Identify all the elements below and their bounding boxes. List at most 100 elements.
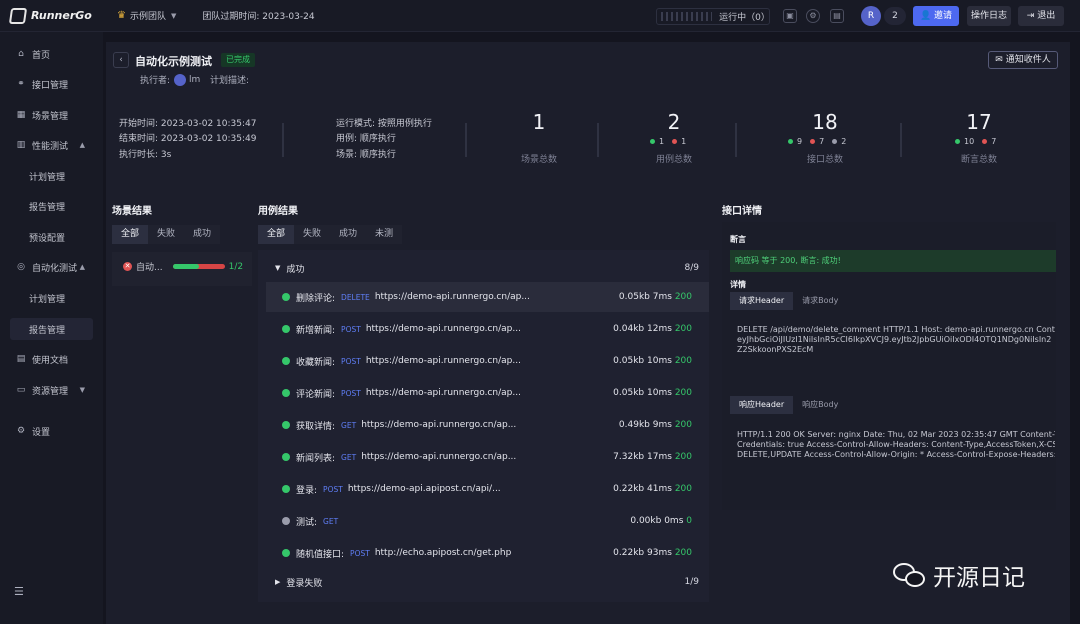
- success-dot: [650, 139, 655, 144]
- logout-button[interactable]: ⇥ 退出: [1018, 6, 1064, 26]
- sidebar-item-api[interactable]: ⚭ 接口管理: [10, 73, 93, 95]
- case-row[interactable]: 评论新闻: POST https://demo-api.runnergo.cn/ap…: [266, 378, 709, 408]
- screen-icon[interactable]: ▣: [783, 9, 797, 23]
- sidebar-item-auto-report[interactable]: 报告管理: [10, 318, 93, 340]
- tab-success[interactable]: 成功: [193, 229, 212, 239]
- tab-untested[interactable]: 未测: [375, 229, 394, 239]
- tab-all[interactable]: 全部: [112, 225, 149, 244]
- message-icon[interactable]: ▤: [830, 9, 844, 23]
- app-logo[interactable]: RunnerGo: [8, 7, 105, 24]
- avatar[interactable]: R: [861, 6, 881, 26]
- sidebar-item-perf-report[interactable]: 报告管理: [10, 195, 93, 217]
- invite-button[interactable]: 👤 邀请: [913, 6, 959, 26]
- assert-total-breakdown: 10 7: [955, 137, 996, 146]
- sidebar-item-automation[interactable]: ◎ 自动化测试 ▲: [10, 256, 93, 278]
- status-code: 200: [674, 388, 692, 398]
- detail-label: 详情: [730, 280, 746, 289]
- running-status[interactable]: 运行中（0）: [656, 8, 770, 25]
- executor-name: lm: [189, 74, 201, 85]
- sidebar-item-label: 报告管理: [29, 202, 66, 213]
- sidebar-item-settings[interactable]: ⚙ 设置: [10, 420, 93, 442]
- response-tabs: 响应Header 响应Body: [730, 396, 847, 414]
- case-group-login-fail[interactable]: ▶ 登录失败 1/9: [266, 573, 709, 591]
- running-text: 运行中（0）: [719, 13, 770, 23]
- sidebar-item-scene[interactable]: ▦ 场景管理: [10, 104, 93, 126]
- sidebar-item-home[interactable]: ⌂ 首页: [10, 43, 93, 65]
- case-row[interactable]: 登录: POST https://demo-api.apipost.cn/api/.…: [266, 474, 709, 504]
- case-url: https://demo-api.runnergo.cn/ap...: [365, 388, 521, 398]
- case-mode: 用例: 顺序执行: [336, 134, 396, 144]
- plan-description-label: 计划描述:: [210, 76, 250, 86]
- team-selector[interactable]: ♛ 示例团队 ▼: [117, 9, 176, 22]
- tab-request-body[interactable]: 请求Body: [802, 296, 839, 305]
- http-method: GET: [341, 452, 357, 462]
- tab-success[interactable]: 成功: [339, 229, 358, 239]
- doc-icon: ▤: [16, 354, 26, 364]
- sidebar-item-preset[interactable]: 预设配置: [10, 226, 93, 248]
- tab-request-header[interactable]: 请求Header: [730, 292, 794, 310]
- case-row[interactable]: 新闻列表: GET https://demo-api.runnergo.cn/ap.…: [266, 442, 709, 472]
- sidebar-item-label: 计划管理: [29, 172, 66, 183]
- case-row[interactable]: 新增新闻: POST https://demo-api.runnergo.cn/ap…: [266, 314, 709, 344]
- code-line: Z2SkkoonPXS2EcM: [737, 345, 814, 354]
- success-count-value: 10: [964, 137, 975, 146]
- api-detail-title: 接口详情: [722, 206, 762, 217]
- tab-failed[interactable]: 失败: [303, 229, 322, 239]
- success-icon: [282, 357, 290, 365]
- case-meta: 0.05kb 10ms 200: [613, 356, 692, 366]
- sidebar-item-docs[interactable]: ▤ 使用文档: [10, 348, 93, 370]
- settings-icon[interactable]: ⚙: [806, 9, 820, 23]
- status-code: 200: [674, 292, 692, 302]
- user-count-badge[interactable]: 2: [884, 7, 906, 25]
- case-row[interactable]: 随机值接口: POST http://echo.apipost.cn/get.php…: [266, 538, 709, 568]
- notify-recipients-button[interactable]: ✉ 通知收件人: [988, 51, 1058, 69]
- scene-item[interactable]: ✕ 自动... 1/2: [123, 260, 243, 273]
- sidebar-item-performance[interactable]: ▥ 性能测试 ▲: [10, 134, 93, 156]
- success-icon: [282, 389, 290, 397]
- case-row[interactable]: 测试: GET 0.00kb 0ms 0: [266, 506, 709, 536]
- invite-label: 邀请: [934, 11, 953, 21]
- status-code: 200: [674, 356, 692, 366]
- scene-mode: 场景: 顺序执行: [336, 150, 396, 160]
- http-method: GET: [323, 516, 339, 526]
- success-count: 1: [650, 137, 664, 146]
- case-meta: 0.00kb 0ms 0: [630, 516, 692, 526]
- assert-label: 断言: [730, 235, 746, 244]
- scene-total-label: 场景总数: [520, 155, 557, 165]
- success-count-value: 1: [659, 137, 665, 146]
- case-row[interactable]: 删除评论: DELETE https://demo-api.runnergo.cn/…: [266, 282, 709, 312]
- status-badge: 已完成: [221, 53, 255, 67]
- assert-total-label: 断言总数: [960, 155, 997, 165]
- scene-name: 自动...: [136, 263, 163, 273]
- chevron-down-icon: ▼: [170, 11, 177, 20]
- tab-all[interactable]: 全部: [258, 225, 295, 244]
- group-label: 成功: [286, 264, 305, 275]
- collapse-menu-icon[interactable]: ☰: [14, 585, 24, 598]
- case-url: https://demo-api.runnergo.cn/ap...: [361, 420, 517, 430]
- case-row[interactable]: 获取详情: GET https://demo-api.runnergo.cn/ap.…: [266, 410, 709, 440]
- fail-dot: [982, 139, 988, 144]
- case-group-success[interactable]: ▼ 成功 8/9: [266, 259, 709, 277]
- success-count-value: 9: [797, 137, 803, 146]
- sidebar-item-label: 设置: [32, 427, 51, 438]
- tab-response-header[interactable]: 响应Header: [730, 396, 794, 414]
- case-row[interactable]: 收藏新闻: POST https://demo-api.runnergo.cn/ap…: [266, 346, 709, 376]
- progress-fill: [172, 264, 199, 269]
- sidebar-item-perf-plan[interactable]: 计划管理: [10, 165, 93, 187]
- team-expire-text: 团队过期时间: 2023-03-24: [202, 12, 315, 22]
- scene-total-value: 1: [532, 110, 546, 134]
- tab-response-body[interactable]: 响应Body: [802, 400, 839, 409]
- back-button[interactable]: ‹: [113, 52, 129, 68]
- code-line: DELETE,UPDATE Access-Control-Allow-Origi…: [737, 450, 1055, 459]
- watermark-text: 开源日记: [933, 565, 1025, 591]
- sidebar-item-resources[interactable]: ▭ 资源管理 ▼: [10, 379, 93, 401]
- crown-icon: ♛: [117, 10, 126, 21]
- chevron-up-icon: ▲: [79, 141, 85, 149]
- sidebar-item-auto-plan[interactable]: 计划管理: [10, 287, 93, 309]
- case-url: https://demo-api.runnergo.cn/ap...: [374, 292, 530, 302]
- scene-list: [112, 252, 252, 286]
- tab-failed[interactable]: 失败: [157, 229, 176, 239]
- operation-log-button[interactable]: 操作日志: [967, 6, 1011, 26]
- gear-icon: ⚙: [16, 426, 26, 436]
- home-icon: ⌂: [18, 49, 24, 59]
